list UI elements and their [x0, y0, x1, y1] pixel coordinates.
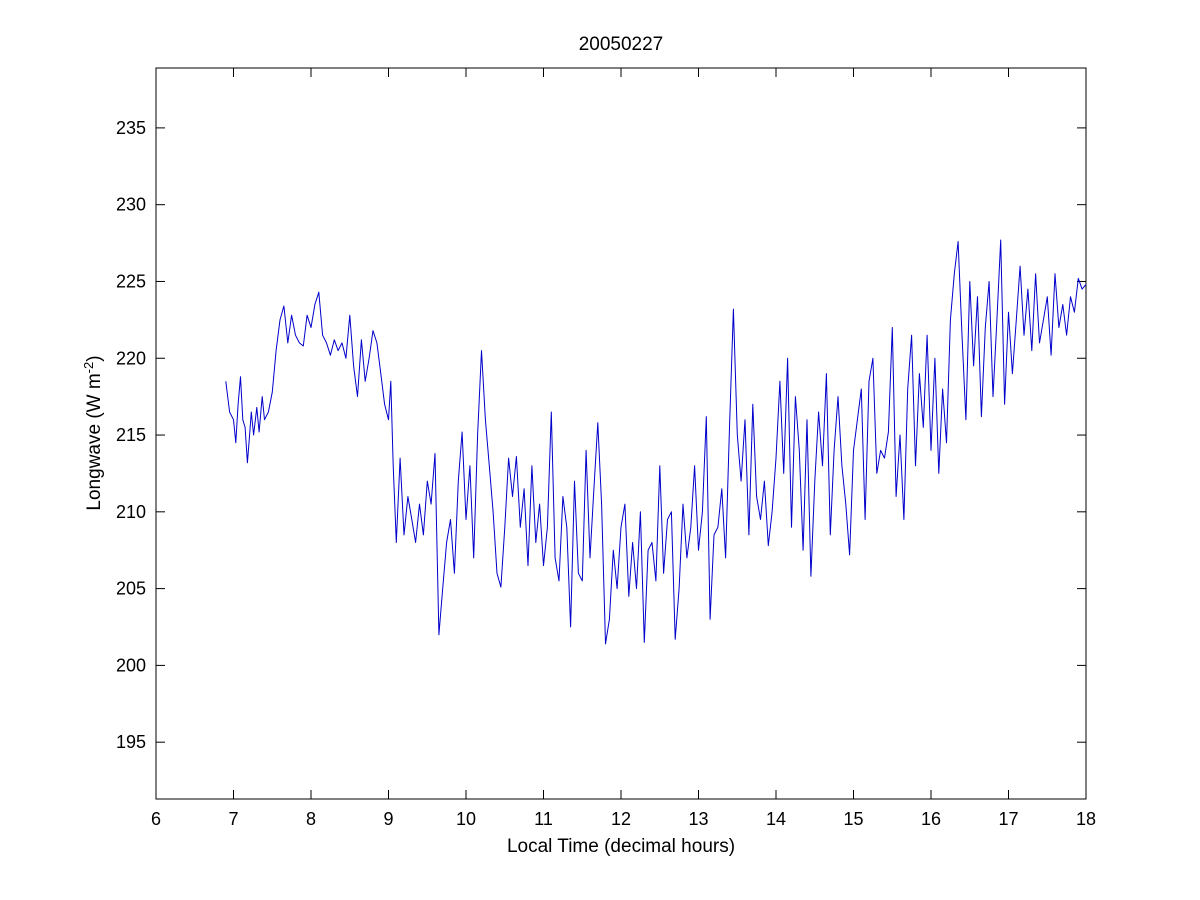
x-tick-label: 14 [766, 809, 786, 829]
y-axis-title: Longwave (W m-2) [81, 355, 105, 510]
y-tick-label: 220 [116, 348, 146, 368]
x-tick-label: 10 [456, 809, 476, 829]
y-tick-label: 195 [116, 732, 146, 752]
y-tick-label: 225 [116, 271, 146, 291]
x-tick-label: 7 [228, 809, 238, 829]
x-tick-label: 12 [611, 809, 631, 829]
x-tick-label: 17 [998, 809, 1018, 829]
x-tick-label: 8 [306, 809, 316, 829]
y-tick-label: 200 [116, 655, 146, 675]
x-tick-label: 11 [534, 809, 553, 829]
x-tick-label: 16 [921, 809, 941, 829]
x-tick-label: 13 [688, 809, 708, 829]
chart-title: 20050227 [579, 34, 664, 55]
x-tick-label: 9 [383, 809, 393, 829]
x-axis-title: Local Time (decimal hours) [507, 836, 735, 857]
y-tick-label: 215 [116, 425, 146, 445]
x-tick-label: 18 [1076, 809, 1096, 829]
series-line-0 [225, 239, 1087, 645]
y-tick-label: 230 [116, 195, 146, 215]
y-axis: 195 200 205 210 215 220 225 230 235 [116, 118, 1086, 752]
y-tick-label: 235 [116, 118, 146, 138]
plot-area [155, 67, 1087, 800]
x-tick-label: 15 [843, 809, 863, 829]
y-tick-label: 210 [116, 502, 146, 522]
x-tick-label: 6 [151, 809, 161, 829]
x-axis: 6 7 8 9 10 11 12 13 14 15 16 17 18 [151, 68, 1096, 829]
y-axis-title-suffix: ) [84, 355, 105, 361]
y-axis-title-main: Longwave (W m [84, 373, 105, 510]
y-axis-title-superscript: -2 [81, 362, 96, 374]
y-tick-label: 205 [116, 579, 146, 599]
series-layer [225, 239, 1087, 645]
